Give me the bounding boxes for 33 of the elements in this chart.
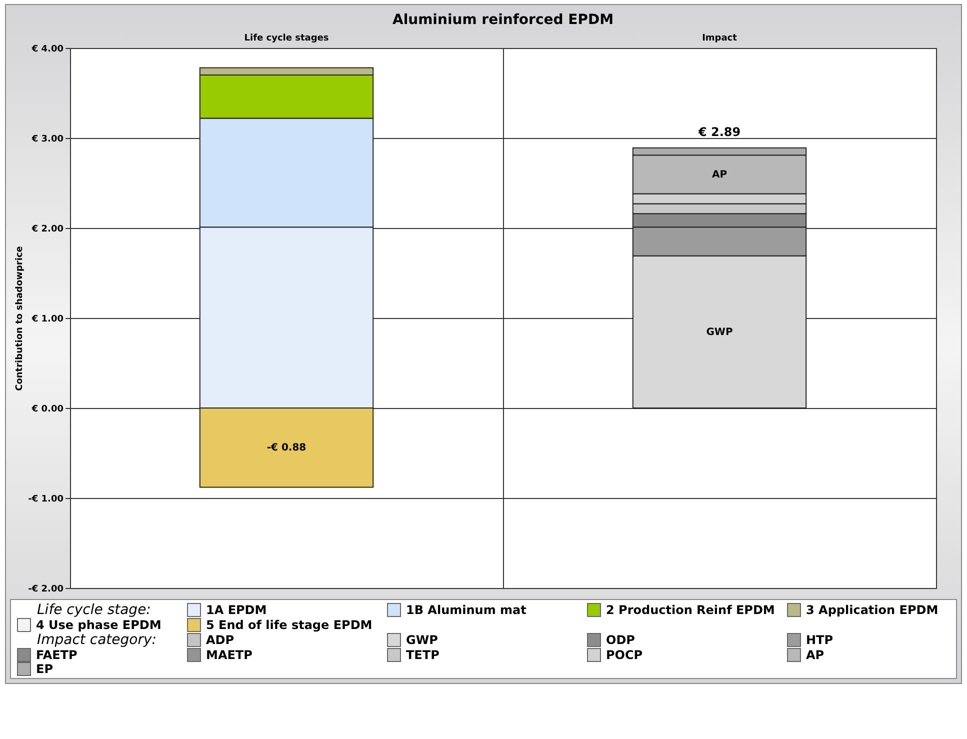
- legend-label: EP: [35, 662, 54, 676]
- legend-label: 4 Use phase EPDM: [35, 618, 162, 632]
- y-tick-label: € 3.00: [30, 134, 64, 144]
- legend-label: POCP: [605, 648, 644, 662]
- legend-label: HTP: [805, 632, 834, 648]
- data-label: GWP: [706, 326, 733, 338]
- legend-label: 3 Application EPDM: [805, 602, 940, 618]
- legend-label: 5 End of life stage EPDM: [205, 618, 374, 632]
- y-tick-label: € 4.00: [30, 44, 64, 54]
- data-label: AP: [712, 169, 728, 180]
- y-tick-label: € 1.00: [30, 314, 64, 324]
- legend-label: TETP: [405, 648, 440, 662]
- legend-label: FAETP: [35, 648, 78, 662]
- y-tick-label: -€ 2.00: [28, 584, 64, 594]
- total-label: € 2.89: [697, 124, 741, 139]
- y-axis-title: Contribution to shadowprice: [15, 246, 26, 391]
- chart-title: Aluminium reinforced EPDM: [392, 12, 614, 28]
- legend-label: ADP: [205, 632, 236, 648]
- legend-label: 1B Aluminum mat: [405, 602, 528, 618]
- y-tick-label: -€ 1.00: [28, 494, 64, 504]
- text: Life cycle stage:: [36, 602, 152, 618]
- legend-label: MAETP: [205, 648, 254, 662]
- legend-label: 2 Production Reinf EPDM: [605, 602, 776, 618]
- text: Impact category:: [36, 632, 158, 648]
- y-tick-label: € 2.00: [30, 224, 64, 234]
- y-tick-label: € 0.00: [30, 404, 64, 414]
- legend-label: ODP: [605, 632, 636, 648]
- legend-label: AP: [805, 648, 826, 662]
- data-label: -€ 0.88: [266, 442, 306, 454]
- legend-label: 1A EPDM: [205, 602, 268, 618]
- x-tick-label: Impact: [702, 34, 738, 44]
- x-tick-label: Life cycle stages: [244, 34, 329, 44]
- legend-label: GWP: [405, 632, 439, 648]
